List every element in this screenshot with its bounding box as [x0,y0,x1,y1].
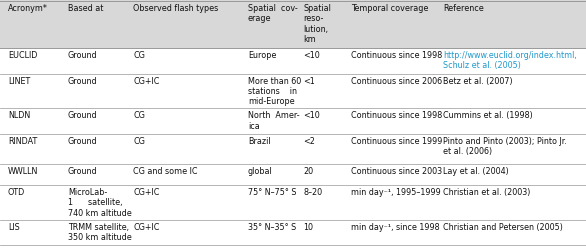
Text: WWLLN: WWLLN [8,167,38,176]
Text: Ground: Ground [68,137,98,146]
Bar [0,0,586,48]
Text: min day⁻¹, 1995–1999: min day⁻¹, 1995–1999 [351,188,441,197]
Text: Christian et al. (2003): Christian et al. (2003) [443,188,530,197]
Text: Spatial
reso-
lution,
km: Spatial reso- lution, km [303,4,331,44]
Text: CG+IC: CG+IC [133,76,159,86]
Text: <10: <10 [303,111,320,120]
Text: global: global [248,167,272,176]
Text: 10: 10 [303,223,313,232]
Text: Continuous since 2003: Continuous since 2003 [351,167,442,176]
Text: 75° N–75° S: 75° N–75° S [248,188,297,197]
Text: NLDN: NLDN [8,111,30,120]
Text: EUCLID: EUCLID [8,51,38,60]
Text: Brazil: Brazil [248,137,271,146]
Bar [0,108,586,134]
Text: CG and some IC: CG and some IC [133,167,197,176]
Text: <10: <10 [303,51,320,60]
Text: TRMM satellite,
350 km altitude: TRMM satellite, 350 km altitude [68,223,132,242]
Text: http://www.euclid.org/index.html,
Schulz et al. (2005): http://www.euclid.org/index.html, Schulz… [443,51,577,70]
Text: Ground: Ground [68,76,98,86]
Text: Pinto and Pinto (2003); Pinto Jr.
et al. (2006): Pinto and Pinto (2003); Pinto Jr. et al.… [443,137,567,156]
Text: Spatial  cov-
erage: Spatial cov- erage [248,4,298,24]
Text: <2: <2 [303,137,315,146]
Text: 8–20: 8–20 [303,188,322,197]
Text: Acronym*: Acronym* [8,4,48,13]
Text: <1: <1 [303,76,315,86]
Text: Ground: Ground [68,111,98,120]
Text: Europe: Europe [248,51,277,60]
Bar [0,48,586,74]
Bar [0,134,586,164]
Text: CG+IC: CG+IC [133,188,159,197]
Text: OTD: OTD [8,188,25,197]
Text: min day⁻¹, since 1998: min day⁻¹, since 1998 [351,223,440,232]
Text: 35° N–35° S: 35° N–35° S [248,223,297,232]
Bar [0,164,586,185]
Text: Betz et al. (2007): Betz et al. (2007) [443,76,513,86]
Text: Reference: Reference [443,4,484,13]
Text: Ground: Ground [68,51,98,60]
Text: Based at: Based at [68,4,103,13]
Text: CG: CG [133,111,145,120]
Text: Cummins et al. (1998): Cummins et al. (1998) [443,111,533,120]
Text: Temporal coverage: Temporal coverage [351,4,428,13]
Text: North  Amer-
ica: North Amer- ica [248,111,299,131]
Text: RINDAT: RINDAT [8,137,38,146]
Text: More than 60
stations    in
mid-Europe: More than 60 stations in mid-Europe [248,76,301,106]
Bar [0,220,586,245]
Text: 20: 20 [303,167,313,176]
Text: Continuous since 1998: Continuous since 1998 [351,51,442,60]
Text: MicroLab-
1      satellite,
740 km altitude: MicroLab- 1 satellite, 740 km altitude [68,188,132,218]
Bar [0,74,586,108]
Text: Ground: Ground [68,167,98,176]
Text: Continuous since 2006: Continuous since 2006 [351,76,442,86]
Text: Christian and Petersen (2005): Christian and Petersen (2005) [443,223,563,232]
Text: LINET: LINET [8,76,30,86]
Bar [0,185,586,220]
Text: CG+IC: CG+IC [133,223,159,232]
Text: Lay et al. (2004): Lay et al. (2004) [443,167,509,176]
Text: Observed flash types: Observed flash types [133,4,218,13]
Text: Continuous since 1998: Continuous since 1998 [351,111,442,120]
Text: CG: CG [133,51,145,60]
Text: Continuous since 1999: Continuous since 1999 [351,137,442,146]
Text: LIS: LIS [8,223,20,232]
Text: CG: CG [133,137,145,146]
